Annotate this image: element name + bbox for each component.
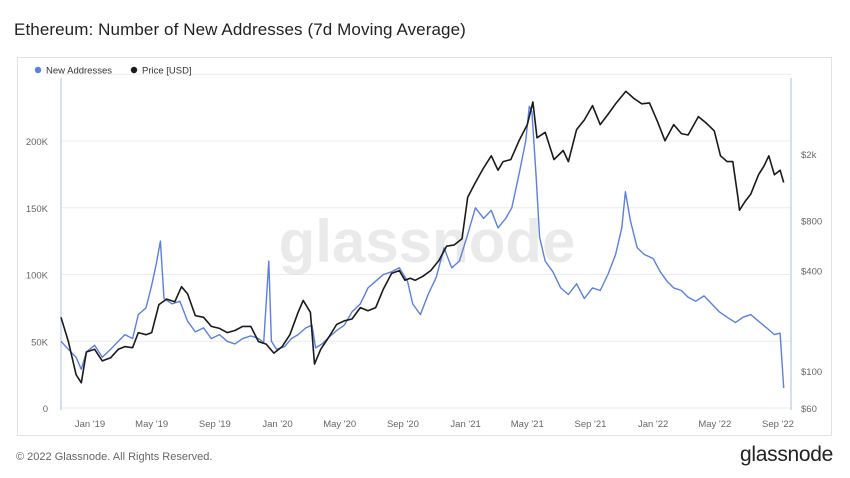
x-tick-label: May '19	[135, 419, 168, 430]
series-price-line	[60, 90, 785, 384]
y-left-tick-label: 0	[43, 404, 48, 415]
x-tick-label: Sep '19	[199, 419, 231, 430]
legend[interactable]: New Addresses Price [USD]	[34, 66, 192, 77]
y-left-tick-label: 100K	[26, 271, 49, 282]
y-left-tick-label: 200K	[26, 137, 49, 148]
series-layer	[60, 90, 785, 389]
legend-label[interactable]: Price [USD]	[142, 66, 192, 77]
x-tick-label: Jan '21	[450, 419, 480, 430]
axes	[60, 78, 792, 410]
watermark: glassnode	[279, 208, 576, 275]
x-tick-label: Sep '22	[762, 419, 794, 430]
x-tick-label: May '21	[511, 419, 544, 430]
y-right-tick-label: $100	[801, 367, 822, 378]
y-axis-right-labels: $60 $100 $400 $800 $2k	[801, 150, 822, 415]
y-right-tick-label: $60	[801, 404, 817, 415]
page-title: Ethereum: Number of New Addresses (7d Mo…	[14, 20, 466, 39]
legend-swatch	[130, 66, 138, 74]
y-right-tick-label: $400	[801, 267, 822, 278]
series-new-addresses-line	[60, 105, 785, 389]
brand-logo[interactable]: glassnode	[740, 443, 834, 466]
x-tick-label: May '20	[323, 419, 356, 430]
x-tick-label: Jan '20	[262, 419, 292, 430]
x-tick-label: Sep '21	[574, 419, 606, 430]
copyright-text: © 2022 Glassnode. All Rights Reserved.	[16, 451, 213, 463]
legend-label[interactable]: New Addresses	[46, 66, 112, 77]
y-left-tick-label: 150K	[26, 204, 49, 215]
legend-swatch	[34, 66, 42, 74]
x-tick-label: Sep '20	[387, 419, 419, 430]
y-right-tick-label: $2k	[801, 150, 817, 161]
x-tick-label: May '22	[698, 419, 731, 430]
x-tick-label: Jan '19	[75, 419, 105, 430]
x-axis-labels: Jan '19 May '19 Sep '19 Jan '20 May '20 Sep '…	[75, 419, 794, 430]
y-right-tick-label: $800	[801, 216, 822, 227]
y-axis-left-labels: 0 50K 100K 150K 200K	[26, 137, 49, 415]
x-tick-label: Jan '22	[638, 419, 668, 430]
chart-frame	[17, 57, 832, 436]
y-left-tick-label: 50K	[31, 337, 49, 348]
